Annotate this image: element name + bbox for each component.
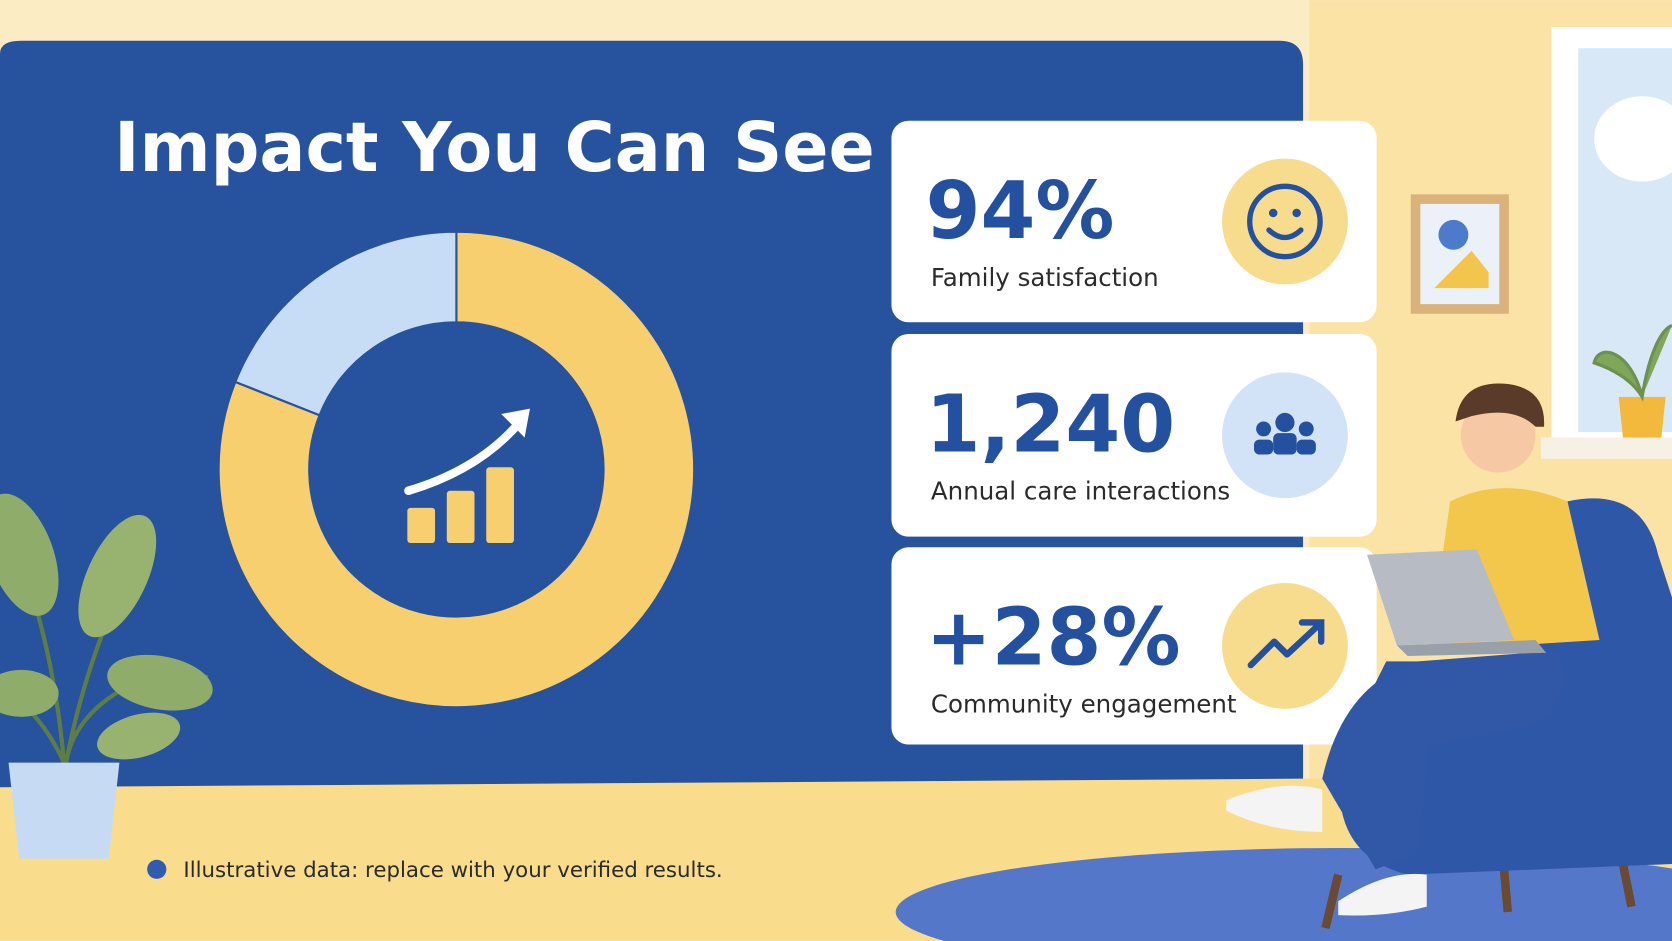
picture-hill	[1434, 250, 1489, 289]
sill	[1540, 437, 1672, 459]
leaf	[107, 654, 213, 711]
stat-label: Annual care interactions	[931, 476, 1230, 505]
note-dot	[147, 859, 167, 879]
stat-label: Community engagement	[931, 690, 1237, 719]
donut-chart	[217, 230, 696, 709]
leaf	[0, 669, 59, 717]
icon-arrowhead	[501, 408, 530, 438]
shoe	[1226, 785, 1323, 832]
hair	[1455, 383, 1545, 427]
icon-trend-head	[1298, 619, 1325, 645]
leaf	[0, 493, 59, 616]
icon-mouth	[1266, 227, 1304, 241]
picture	[1420, 203, 1500, 305]
stat-icon-bg	[1222, 582, 1348, 709]
icon-body	[1254, 439, 1274, 455]
footnote: Illustrative data: replace with your ver…	[183, 858, 722, 883]
icon-head	[1298, 421, 1314, 437]
icon-smile	[1247, 183, 1323, 260]
icon-bar	[486, 467, 514, 544]
picture-sun	[1438, 219, 1469, 250]
stat-value: 94%	[926, 165, 1115, 257]
stat-cards: 94% Family satisfaction 1,240 Annual care i…	[891, 120, 1377, 745]
stat-value: 1,240	[926, 378, 1176, 470]
plant-pot	[8, 762, 120, 859]
stat-value: +28%	[926, 592, 1181, 684]
leaf	[97, 712, 181, 760]
icon-bar	[446, 490, 475, 544]
leaf	[78, 514, 157, 638]
icon-eye	[1292, 208, 1301, 218]
shoe	[1338, 873, 1427, 916]
donut-segment	[217, 230, 696, 709]
icon-head	[1275, 412, 1295, 433]
donut-segment	[233, 230, 458, 417]
face	[1460, 397, 1536, 473]
icon-eye	[1268, 208, 1278, 218]
cloud	[1594, 96, 1672, 182]
icon-body	[1273, 433, 1297, 455]
laptop	[1367, 549, 1515, 646]
laptop-base	[1396, 640, 1547, 657]
icon-arrow	[404, 417, 525, 496]
plant-small	[1592, 323, 1672, 402]
title: Impact You Can See	[114, 109, 875, 188]
icon-body	[1296, 439, 1316, 455]
legs	[1322, 650, 1564, 870]
icon-bar	[407, 507, 436, 544]
icon-head	[1256, 421, 1272, 437]
stat-label: Family satisfaction	[931, 263, 1159, 292]
pot	[1618, 396, 1666, 438]
icon-trend	[1247, 623, 1321, 669]
stat-icon-bg	[1222, 158, 1348, 285]
